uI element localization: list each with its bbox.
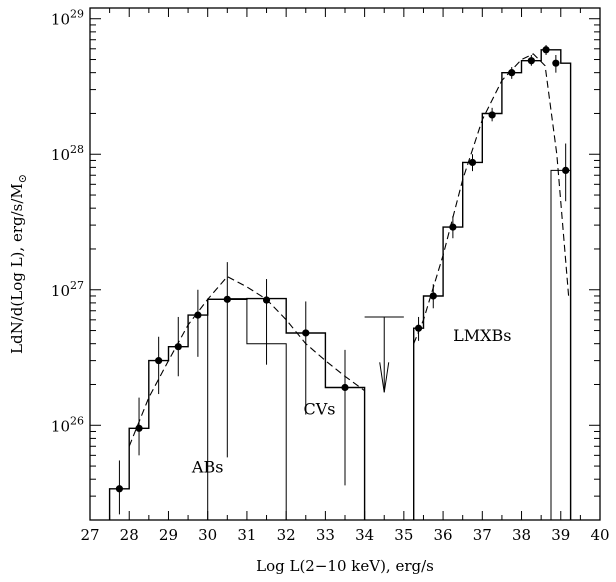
data-point [302,329,310,337]
x-tick-label: 27 [80,526,99,544]
data-point [155,357,163,365]
y-tick-label: 1029 [51,8,84,29]
annotation-abs: ABs [191,457,224,476]
x-tick-label: 29 [159,526,178,544]
data-point [508,69,516,77]
histogram-series [108,49,572,520]
data-point [194,311,202,319]
x-tick-label: 28 [120,526,139,544]
histogram-line [207,298,287,520]
data-point [488,111,496,119]
data-point [341,383,349,392]
x-tick-label: 38 [512,526,531,544]
data-point [174,343,182,351]
x-tick-label: 33 [316,526,335,544]
y-tick-label: 1026 [51,414,84,435]
data-point [223,295,231,303]
data-point [429,292,437,300]
annotations: ABs CVs LMXBs [191,326,512,476]
annotation-lmxbs: LMXBs [453,326,511,345]
data-point [135,424,143,432]
upper-limit [364,316,404,393]
data-point [449,223,457,231]
data-point [527,57,535,65]
annotation-cvs: CVs [303,400,335,419]
y-axis-label-solar-symbol: ⊙ [16,174,29,183]
x-axis-label: Log L(2−10 keV), erg/s [256,557,434,575]
x-tick-label: 35 [394,526,413,544]
histogram-line [550,169,572,520]
data-point [542,46,550,54]
y-tick-labels: 1026 1027 1028 1029 [51,8,84,436]
data-point [562,166,570,174]
x-tick-label: 34 [355,526,374,544]
data-points [115,44,570,515]
y-tick-label: 1027 [51,279,84,300]
data-point [115,485,124,493]
model-curve [128,275,365,447]
y-axis-label: LdN/d(Log L), erg/s/M⊙ [8,174,29,354]
x-tick-labels: 27 28 29 30 31 32 33 34 35 36 37 38 39 40 [80,526,609,544]
x-tick-label: 32 [277,526,296,544]
x-tick-label: 30 [198,526,217,544]
x-tick-label: 39 [551,526,570,544]
data-point [552,59,560,67]
data-point [468,158,477,167]
model-curve [413,53,570,344]
x-tick-label: 36 [434,526,453,544]
upper-limit-arrowhead [379,362,390,393]
y-axis-label-main: LdN/d(Log L), erg/s/M [8,183,26,354]
x-tick-label: 31 [237,526,256,544]
x-tick-label: 40 [590,526,609,544]
y-tick-label: 1028 [51,143,84,164]
axis-ticks [89,8,601,521]
x-tick-label: 37 [473,526,492,544]
data-point [262,296,271,304]
data-point [414,324,423,332]
